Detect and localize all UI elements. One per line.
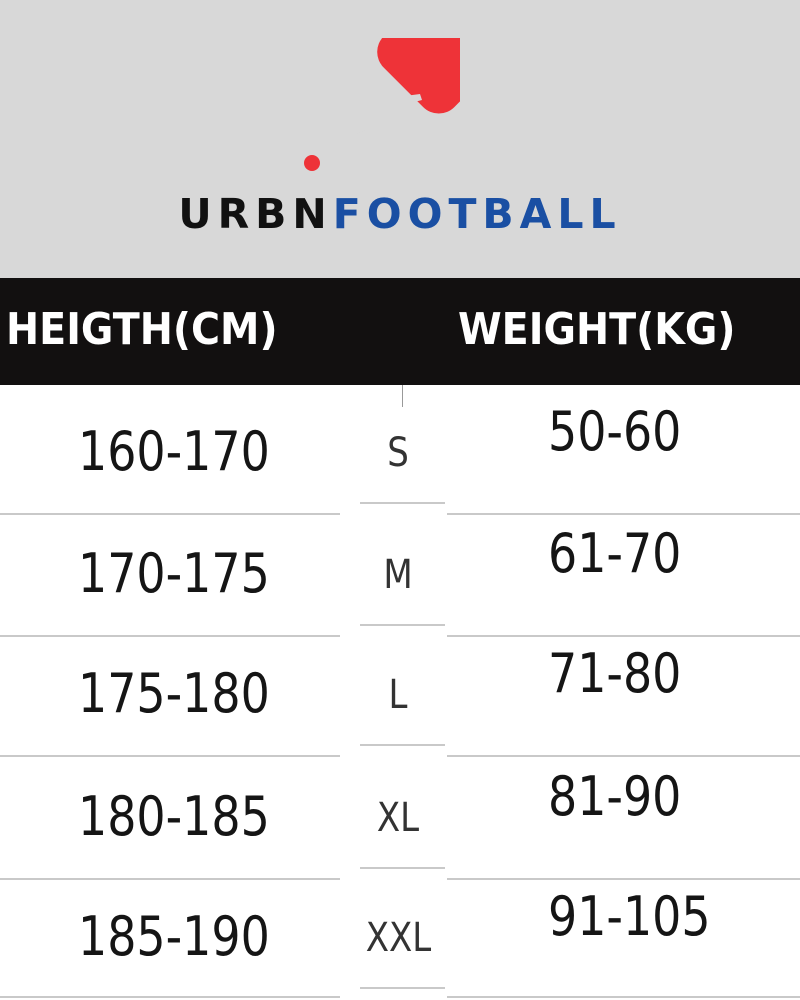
height-cell: 185-190 (78, 905, 270, 968)
row-divider (447, 755, 800, 757)
brand-part-2: FOOTBALL (332, 190, 622, 238)
row-divider (0, 996, 340, 998)
size-cell: XXL (365, 915, 432, 961)
size-cell: L (388, 672, 408, 718)
row-divider (447, 513, 800, 515)
weight-cell: 50-60 (548, 400, 682, 463)
height-cell: 180-185 (78, 785, 270, 848)
table-header: HEIGTH(CM) WEIGHT(KG) (0, 278, 800, 385)
row-divider (0, 878, 340, 880)
size-cell: S (387, 430, 409, 476)
height-cell: 170-175 (78, 542, 270, 605)
row-divider (360, 744, 445, 746)
table-row: 160-170 S 50-60 (0, 385, 800, 507)
table-row: 170-175 M 61-70 (0, 507, 800, 629)
table-row: 175-180 L 71-80 (0, 627, 800, 749)
row-divider (447, 996, 800, 998)
row-divider (0, 755, 340, 757)
header-height: HEIGTH(CM) (6, 304, 278, 355)
row-divider (360, 624, 445, 626)
row-divider (360, 987, 445, 989)
height-cell: 175-180 (78, 662, 270, 725)
row-divider (0, 635, 340, 637)
row-divider (360, 867, 445, 869)
weight-cell: 71-80 (548, 642, 682, 705)
table-row: 185-190 XXL 91-105 (0, 870, 800, 992)
football-player-logo-icon (304, 38, 460, 171)
row-divider (0, 513, 340, 515)
size-cell: XL (376, 795, 420, 841)
brand-header: URBNFOOTBALL (0, 0, 800, 278)
divider (402, 385, 403, 407)
height-cell: 160-170 (78, 420, 270, 483)
brand-part-1: URBN (178, 190, 333, 238)
weight-cell: 91-105 (548, 885, 711, 948)
header-weight: WEIGHT(KG) (458, 304, 736, 355)
weight-cell: 61-70 (548, 522, 682, 585)
weight-cell: 81-90 (548, 765, 682, 828)
row-divider (360, 502, 445, 504)
table-row: 180-185 XL 81-90 (0, 750, 800, 872)
size-cell: M (383, 552, 413, 598)
row-divider (447, 635, 800, 637)
row-divider (447, 878, 800, 880)
brand-wordmark: URBNFOOTBALL (0, 190, 800, 238)
